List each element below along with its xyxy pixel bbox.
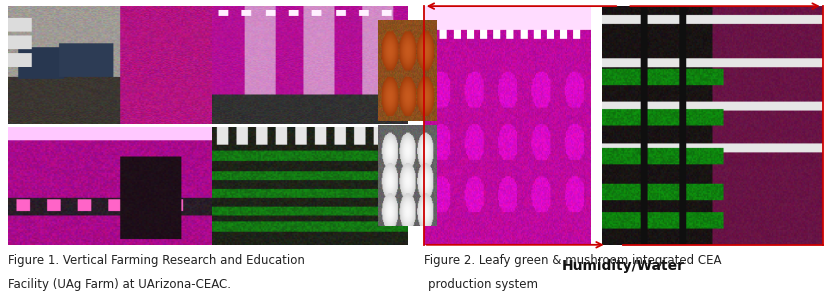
Text: Figure 2. Leafy green & mushroom integrated CEA: Figure 2. Leafy green & mushroom integra… [424,254,721,267]
Text: Humidity/Water: Humidity/Water [562,259,685,273]
Text: production system: production system [428,278,538,291]
Text: Facility (UAg Farm) at UArizona-CEAC.: Facility (UAg Farm) at UArizona-CEAC. [8,278,231,291]
Text: Figure 1. Vertical Farming Research and Education: Figure 1. Vertical Farming Research and … [8,254,305,267]
